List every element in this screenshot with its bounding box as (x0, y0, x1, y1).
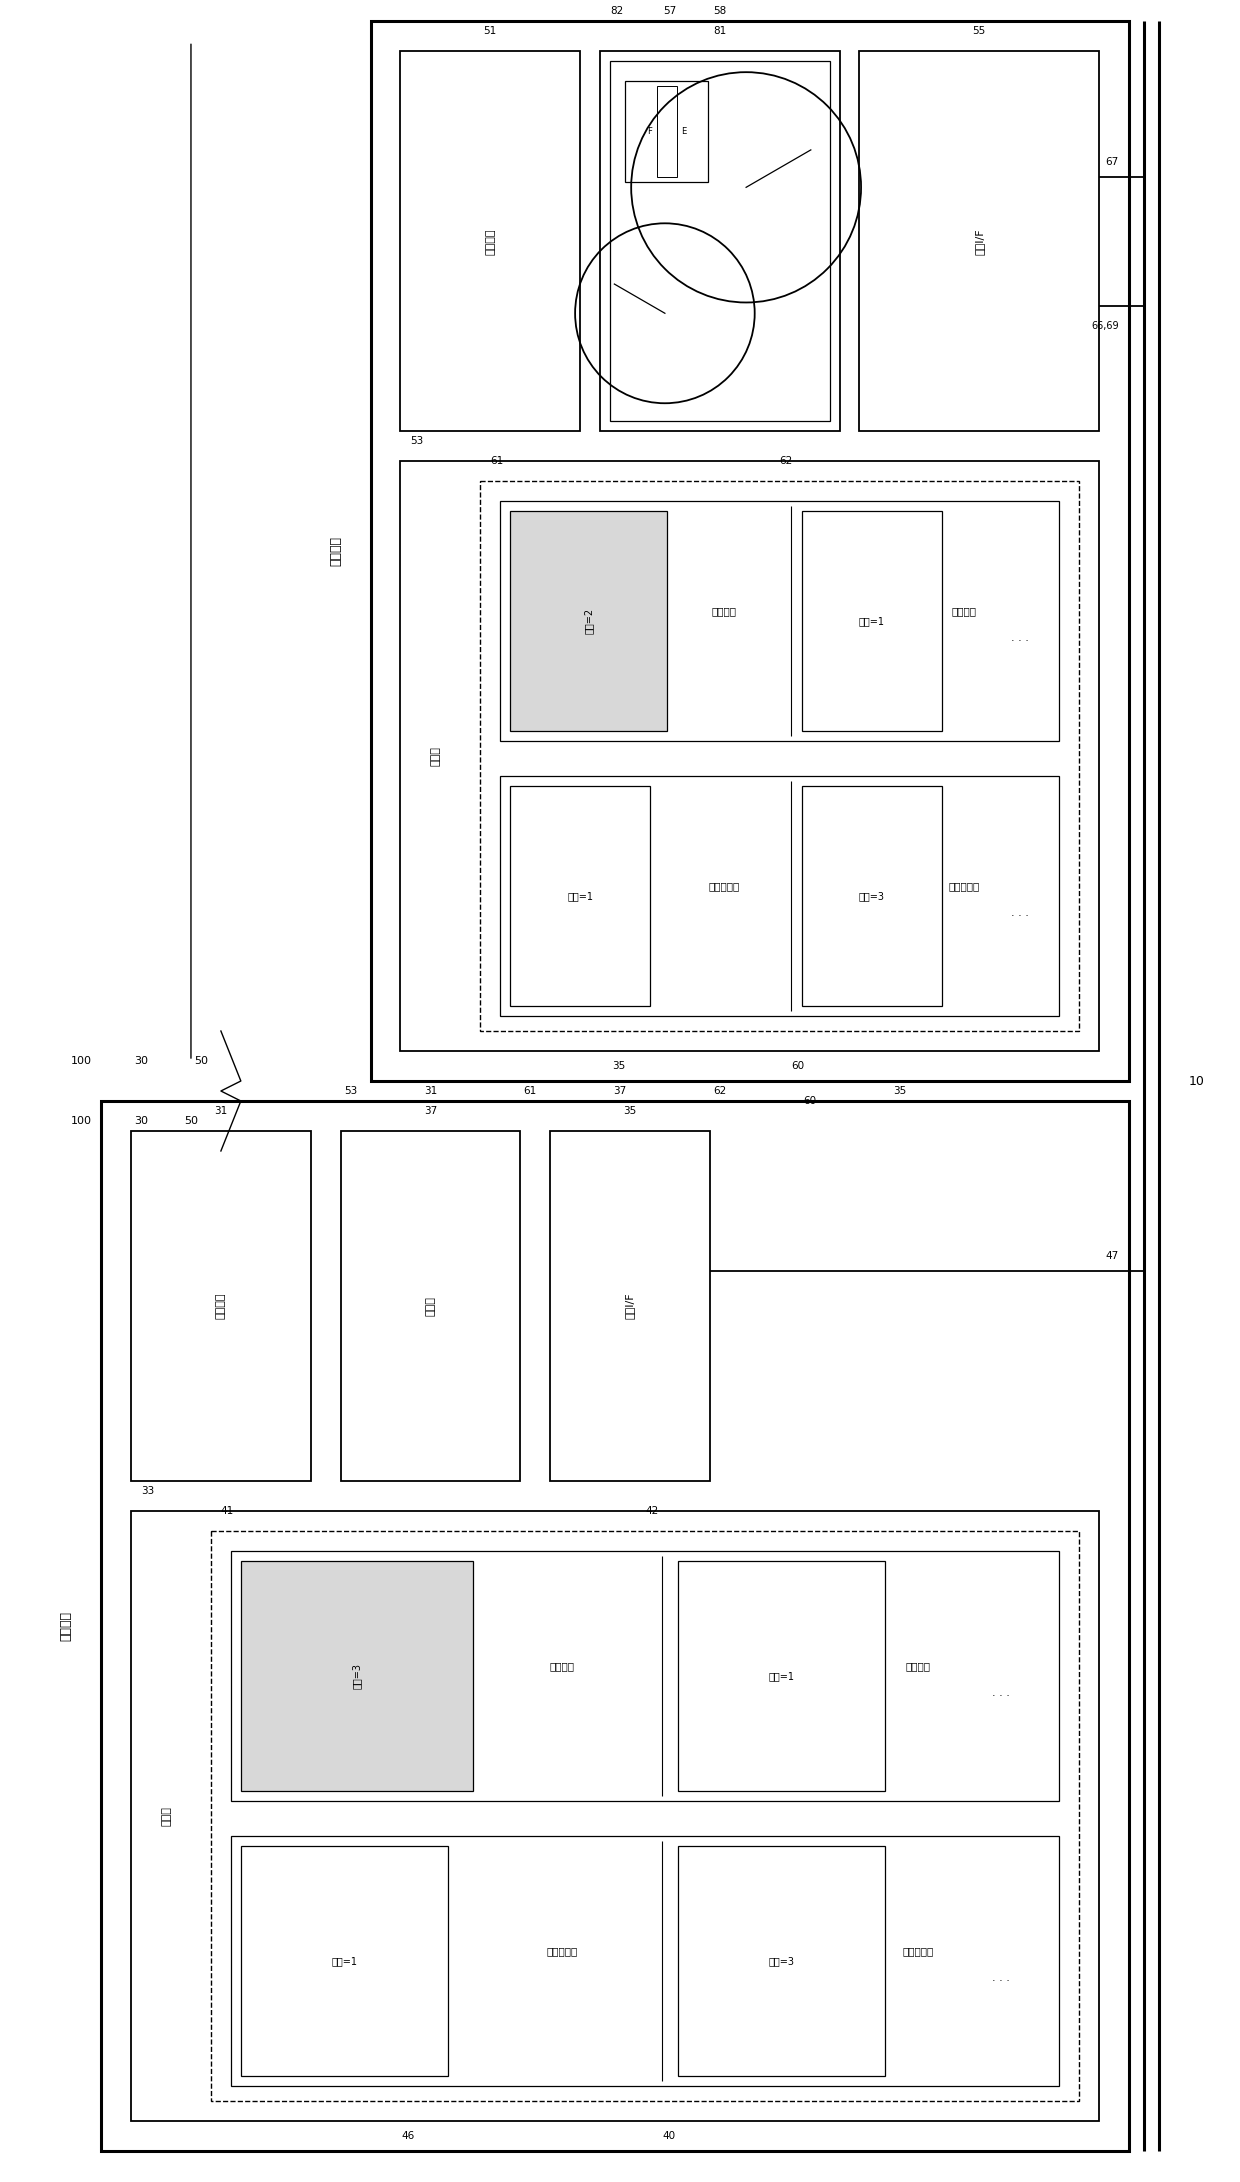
Text: 控制电路: 控制电路 (485, 229, 495, 255)
Text: 10: 10 (1189, 1074, 1204, 1087)
Text: 100: 100 (71, 1115, 92, 1126)
Text: 60: 60 (791, 1060, 805, 1071)
Text: E: E (681, 127, 686, 135)
Text: 版本=3: 版本=3 (769, 1955, 795, 1966)
Text: 60: 60 (804, 1095, 816, 1106)
Text: 82: 82 (610, 7, 624, 17)
FancyBboxPatch shape (500, 502, 1059, 742)
FancyBboxPatch shape (231, 1835, 1059, 2086)
Text: 版本=1: 版本=1 (567, 890, 593, 901)
Text: 背景区域: 背景区域 (951, 607, 977, 615)
FancyBboxPatch shape (802, 786, 941, 1006)
Text: 46: 46 (402, 2130, 415, 2141)
Text: 30: 30 (134, 1115, 148, 1126)
Text: 组合付表: 组合付表 (329, 537, 342, 565)
Text: 41: 41 (221, 1506, 234, 1516)
Text: 100: 100 (71, 1056, 92, 1067)
Text: 33: 33 (141, 1486, 154, 1497)
Text: 40: 40 (662, 2130, 676, 2141)
Text: 字体区域: 字体区域 (712, 607, 737, 615)
FancyBboxPatch shape (102, 1102, 1128, 2151)
Text: 重写设备: 重写设备 (60, 1610, 73, 1641)
Text: 背景区域: 背景区域 (905, 1661, 931, 1671)
Text: 62: 62 (780, 456, 792, 467)
Text: · · ·: · · · (992, 1691, 1011, 1700)
FancyBboxPatch shape (401, 460, 1099, 1052)
Text: 油量计区域: 油量计区域 (903, 1946, 934, 1955)
Text: 字体区域: 字体区域 (549, 1661, 574, 1671)
Text: 版本=3: 版本=3 (859, 890, 885, 901)
Text: 35: 35 (624, 1106, 636, 1115)
Text: 42: 42 (645, 1506, 658, 1516)
Text: 47: 47 (1106, 1250, 1118, 1261)
FancyBboxPatch shape (678, 1846, 885, 2075)
FancyBboxPatch shape (510, 786, 650, 1006)
Text: 通信I/F: 通信I/F (975, 227, 985, 255)
Text: 50: 50 (184, 1115, 198, 1126)
FancyBboxPatch shape (131, 1130, 311, 1482)
Text: 版本=1: 版本=1 (859, 615, 885, 626)
Text: 版本=3: 版本=3 (352, 1663, 362, 1689)
FancyBboxPatch shape (341, 1130, 521, 1482)
FancyBboxPatch shape (657, 87, 677, 177)
Text: 版本=1: 版本=1 (331, 1955, 357, 1966)
Text: 油量计区域: 油量计区域 (949, 882, 980, 890)
Text: 55: 55 (972, 26, 986, 37)
Text: 版本=1: 版本=1 (769, 1671, 795, 1680)
Text: 51: 51 (484, 26, 497, 37)
Text: · · ·: · · · (992, 1975, 1011, 1986)
Text: 30: 30 (134, 1056, 148, 1067)
FancyBboxPatch shape (131, 1510, 1099, 2121)
FancyBboxPatch shape (600, 52, 839, 432)
FancyBboxPatch shape (802, 511, 941, 731)
FancyBboxPatch shape (625, 81, 708, 181)
FancyBboxPatch shape (551, 1130, 709, 1482)
Text: 67: 67 (1106, 157, 1118, 166)
Text: 61: 61 (523, 1087, 537, 1095)
Text: 58: 58 (713, 7, 727, 17)
Text: 控制电路: 控制电路 (216, 1292, 226, 1320)
FancyBboxPatch shape (231, 1551, 1059, 1800)
Text: 存储器: 存储器 (430, 746, 440, 766)
FancyBboxPatch shape (610, 61, 830, 421)
FancyBboxPatch shape (510, 511, 667, 731)
Text: 版本=2: 版本=2 (584, 609, 594, 635)
FancyBboxPatch shape (401, 52, 580, 432)
Text: 61: 61 (490, 456, 503, 467)
FancyBboxPatch shape (241, 1846, 448, 2075)
Text: 31: 31 (424, 1087, 436, 1095)
FancyBboxPatch shape (371, 22, 1128, 1080)
Text: 35: 35 (893, 1087, 906, 1095)
Text: 通信I/F: 通信I/F (625, 1292, 635, 1320)
Text: 35: 35 (613, 1060, 625, 1071)
FancyBboxPatch shape (241, 1560, 472, 1791)
Text: 速度计区域: 速度计区域 (547, 1946, 578, 1955)
Text: 速度计区域: 速度计区域 (708, 882, 739, 890)
FancyBboxPatch shape (859, 52, 1099, 432)
Text: · · ·: · · · (1011, 637, 1029, 646)
Text: · · ·: · · · (1011, 912, 1029, 921)
FancyBboxPatch shape (678, 1560, 885, 1791)
Text: F: F (647, 127, 652, 135)
FancyBboxPatch shape (480, 482, 1079, 1032)
Text: 62: 62 (713, 1087, 727, 1095)
Text: 53: 53 (410, 436, 424, 447)
Text: 37: 37 (614, 1087, 626, 1095)
FancyBboxPatch shape (500, 777, 1059, 1017)
Text: 57: 57 (663, 7, 677, 17)
FancyBboxPatch shape (211, 1532, 1079, 2101)
Text: 50: 50 (193, 1056, 208, 1067)
Text: 31: 31 (215, 1106, 227, 1115)
Text: 显示器: 显示器 (425, 1296, 435, 1316)
Text: 66,69: 66,69 (1091, 321, 1118, 332)
Text: 存储器: 存储器 (161, 1807, 171, 1826)
Text: 37: 37 (424, 1106, 436, 1115)
Text: 53: 53 (343, 1087, 357, 1095)
Text: 81: 81 (713, 26, 727, 37)
